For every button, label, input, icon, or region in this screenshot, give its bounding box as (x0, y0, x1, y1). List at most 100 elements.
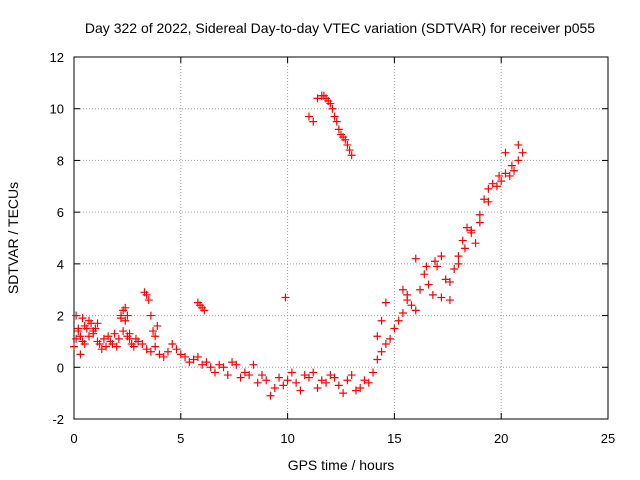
data-point (223, 371, 232, 380)
data-point (300, 371, 309, 380)
data-point (253, 378, 262, 387)
data-point (151, 332, 160, 341)
data-point (351, 386, 360, 395)
data-point (514, 140, 523, 149)
x-tick-label: 5 (177, 431, 184, 446)
data-point (74, 324, 83, 333)
data-point (428, 290, 437, 299)
data-point (313, 383, 322, 392)
data-point (510, 166, 519, 175)
data-point (334, 125, 343, 134)
data-point (488, 179, 497, 188)
data-point (108, 340, 117, 349)
data-point (125, 334, 134, 343)
data-point (475, 210, 484, 219)
data-point (202, 358, 211, 367)
data-point (454, 252, 463, 261)
data-point (437, 252, 446, 261)
data-point (185, 358, 194, 367)
data-point (119, 327, 128, 336)
y-tick-label: 4 (57, 257, 64, 272)
data-point (411, 254, 420, 263)
data-point (97, 345, 106, 354)
data-point (398, 308, 407, 317)
data-point (287, 368, 296, 377)
data-point (283, 376, 292, 385)
data-point (398, 285, 407, 294)
y-tick-label: -2 (52, 412, 64, 427)
data-point (72, 311, 81, 320)
data-point (138, 340, 147, 349)
x-tick-label: 25 (601, 431, 615, 446)
y-tick-label: 10 (50, 102, 64, 117)
data-point (377, 316, 386, 325)
x-tick-label: 20 (494, 431, 508, 446)
y-tick-label: 12 (50, 50, 64, 65)
data-point (501, 169, 510, 178)
data-point (454, 259, 463, 268)
data-point (420, 270, 429, 279)
data-point (84, 316, 93, 325)
data-point (313, 94, 322, 103)
data-point (189, 355, 198, 364)
data-point (110, 329, 119, 338)
data-point (373, 332, 382, 341)
data-point (339, 389, 348, 398)
data-point (330, 373, 339, 382)
data-point (142, 345, 151, 354)
data-points (70, 91, 527, 400)
data-point (80, 340, 89, 349)
data-point (411, 306, 420, 315)
data-point (72, 334, 81, 343)
data-point (484, 184, 493, 193)
data-point (121, 303, 130, 312)
data-point (146, 311, 155, 320)
data-point (266, 391, 275, 400)
data-point (134, 337, 143, 346)
data-point (341, 135, 350, 144)
data-point (317, 376, 326, 385)
data-point (95, 340, 104, 349)
data-point (114, 334, 123, 343)
data-point (159, 352, 168, 361)
data-point (334, 381, 343, 390)
data-point (181, 352, 190, 361)
chart-title: Day 322 of 2022, Sidereal Day-to-day VTE… (85, 20, 595, 36)
data-point (394, 316, 403, 325)
data-point (245, 371, 254, 380)
data-point (112, 342, 121, 351)
data-point (497, 177, 506, 186)
data-point (326, 371, 335, 380)
data-point (102, 342, 111, 351)
data-point (219, 363, 228, 372)
x-tick-label: 10 (280, 431, 294, 446)
data-point (232, 360, 241, 369)
data-point (381, 340, 390, 349)
data-point (155, 350, 164, 359)
data-point (240, 368, 249, 377)
data-point (236, 373, 245, 382)
data-point (76, 350, 85, 359)
data-point (450, 265, 459, 274)
data-point (228, 358, 237, 367)
x-tick-label: 0 (70, 431, 77, 446)
data-point (356, 383, 365, 392)
data-point (198, 360, 207, 369)
data-point (151, 342, 160, 351)
plot-frame (73, 56, 609, 420)
data-point (518, 148, 527, 157)
data-point (424, 280, 433, 289)
data-point (480, 195, 489, 204)
data-point (441, 275, 450, 284)
data-point (262, 376, 271, 385)
data-point (215, 360, 224, 369)
data-point (381, 298, 390, 307)
data-point (475, 218, 484, 227)
data-point (121, 316, 130, 325)
data-point (332, 117, 341, 126)
data-point (304, 373, 313, 382)
data-point (330, 112, 339, 121)
data-point (89, 327, 98, 336)
data-point (403, 290, 412, 299)
